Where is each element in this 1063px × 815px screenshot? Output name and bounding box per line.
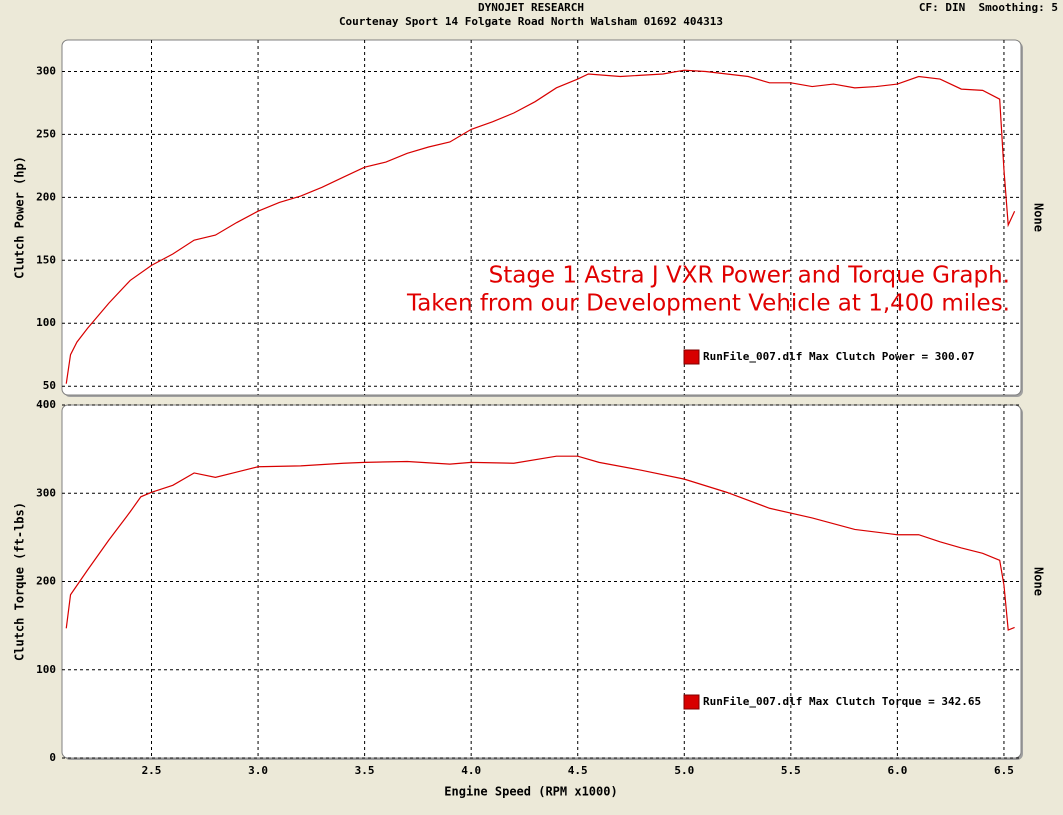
header-subtitle: Courtenay Sport 14 Folgate Road North Wa… <box>339 15 723 28</box>
legend-swatch <box>683 694 700 710</box>
y-tick-label: 300 <box>36 64 56 77</box>
annotation: Stage 1 Astra J VXR Power and Torque Gra… <box>489 263 1010 289</box>
header-settings: CF: DIN Smoothing: 5 <box>919 1 1058 14</box>
panel <box>61 39 1022 396</box>
x-axis-label: Engine Speed (RPM x1000) <box>444 785 617 799</box>
x-tick-label: 6.5 <box>994 764 1014 777</box>
y-tick-label: 300 <box>36 486 56 499</box>
y-tick-label: 50 <box>43 379 56 392</box>
y2-axis-label: None <box>1032 203 1046 232</box>
line <box>65 455 1015 631</box>
y-tick-label: 150 <box>36 253 56 266</box>
x-tick-label: 5.0 <box>674 764 694 777</box>
annotation: Taken from our Development Vehicle at 1,… <box>406 291 1010 317</box>
y-tick-label: 250 <box>36 127 56 140</box>
x-tick-label: 3.5 <box>355 764 375 777</box>
y-axis-label: Clutch Torque (ft-lbs) <box>13 502 27 661</box>
y-tick-label: 400 <box>36 398 56 411</box>
y-tick-label: 100 <box>36 663 56 676</box>
x-tick-label: 5.5 <box>781 764 801 777</box>
y2-axis-label: None <box>1032 567 1046 596</box>
x-tick-label: 2.5 <box>142 764 162 777</box>
legend-label: RunFile_007.dlf Max Clutch Power = 300.0… <box>703 350 975 363</box>
y-axis-label: Clutch Power (hp) <box>13 156 27 279</box>
legend-swatch <box>683 349 700 365</box>
x-tick-label: 3.0 <box>248 764 268 777</box>
y-tick-label: 0 <box>49 751 56 764</box>
y-tick-label: 200 <box>36 190 56 203</box>
x-tick-label: 4.5 <box>568 764 588 777</box>
y-tick-label: 200 <box>36 575 56 588</box>
line <box>65 69 1016 384</box>
y-tick-label: 100 <box>36 316 56 329</box>
legend-label: RunFile_007.dlf Max Clutch Torque = 342.… <box>703 695 981 708</box>
x-tick-label: 4.0 <box>461 764 481 777</box>
x-tick-label: 6.0 <box>887 764 907 777</box>
header-title: DYNOJET RESEARCH <box>478 1 584 14</box>
